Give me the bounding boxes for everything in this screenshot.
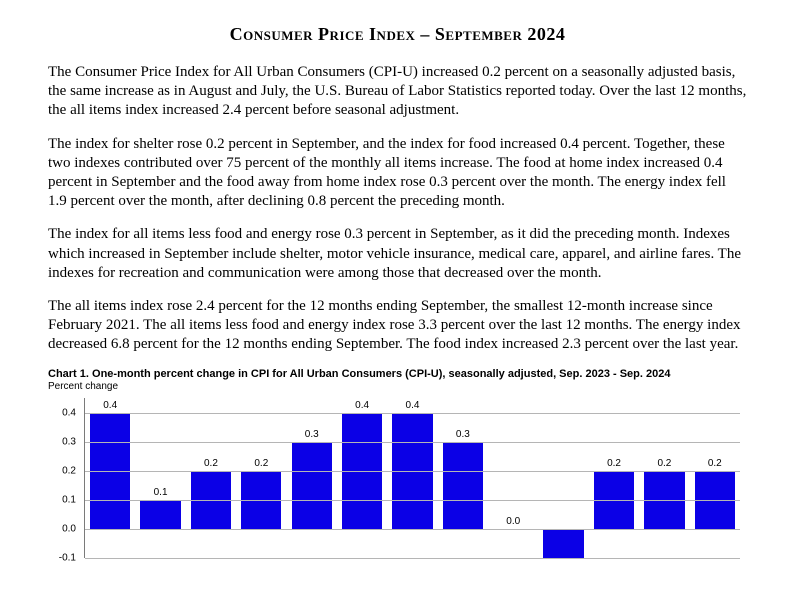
- chart-title: Chart 1. One-month percent change in CPI…: [48, 368, 747, 380]
- chart-gridline: [85, 529, 740, 530]
- chart-y-tick-label: 0.1: [62, 495, 76, 506]
- chart-bar-value-label: 0.0: [488, 516, 538, 527]
- chart-y-tick-label: 0.4: [62, 407, 76, 418]
- chart-gridline: [85, 558, 740, 559]
- chart-bar-slot: 0.2: [186, 398, 236, 558]
- chart-bar-value-label: 0.2: [236, 458, 286, 469]
- chart-y-tick-label: 0.2: [62, 466, 76, 477]
- chart-bar-value-label: 0.3: [438, 429, 488, 440]
- chart-bar-value-label: 0.4: [337, 400, 387, 411]
- chart-bar-value-label: 0.2: [639, 458, 689, 469]
- chart-bar-value-label: 0.4: [387, 400, 437, 411]
- chart-bar-slot: 0.1: [135, 398, 185, 558]
- chart-y-tick-label: 0.0: [62, 524, 76, 535]
- chart-gridline: [85, 471, 740, 472]
- body-paragraph: The all items index rose 2.4 percent for…: [48, 297, 747, 355]
- chart-plot-area: 0.40.30.20.10.0-0.1 0.40.10.20.20.30.40.…: [48, 398, 740, 558]
- document-page: Consumer Price Index – September 2024 Th…: [0, 0, 795, 558]
- chart-bar-slot: 0.4: [337, 398, 387, 558]
- chart-bar-slot: 0.3: [438, 398, 488, 558]
- chart-bar-slot: 0.0: [488, 398, 538, 558]
- chart-bar-value-label: 0.3: [287, 429, 337, 440]
- chart-bar-slot: [538, 398, 588, 558]
- chart-bar-slot: 0.2: [639, 398, 689, 558]
- chart-y-tick-label: 0.3: [62, 437, 76, 448]
- chart-plot: 0.40.10.20.20.30.40.40.30.00.20.20.2: [84, 398, 740, 558]
- chart-bar-value-label: 0.2: [186, 458, 236, 469]
- chart-bar-value-label: 0.1: [135, 487, 185, 498]
- chart-y-axis: 0.40.30.20.10.0-0.1: [48, 398, 80, 558]
- chart-bar: [292, 442, 332, 529]
- chart-bar-slot: 0.2: [589, 398, 639, 558]
- chart-bar-slot: 0.4: [387, 398, 437, 558]
- chart-1: Chart 1. One-month percent change in CPI…: [48, 368, 747, 558]
- chart-gridline: [85, 500, 740, 501]
- chart-gridline: [85, 413, 740, 414]
- chart-bar-slot: 0.2: [690, 398, 740, 558]
- chart-bar: [443, 442, 483, 529]
- chart-bar-slot: 0.3: [287, 398, 337, 558]
- chart-y-tick-label: -0.1: [59, 553, 76, 564]
- chart-bar-slot: 0.4: [85, 398, 135, 558]
- chart-bars-container: 0.40.10.20.20.30.40.40.30.00.20.20.2: [85, 398, 740, 558]
- chart-gridline: [85, 442, 740, 443]
- body-paragraph: The index for shelter rose 0.2 percent i…: [48, 135, 747, 212]
- document-title: Consumer Price Index – September 2024: [48, 24, 747, 45]
- chart-bar-value-label: 0.2: [690, 458, 740, 469]
- chart-bar: [140, 500, 180, 529]
- body-paragraph: The Consumer Price Index for All Urban C…: [48, 63, 747, 121]
- chart-bar-value-label: 0.2: [589, 458, 639, 469]
- body-paragraph: The index for all items less food and en…: [48, 225, 747, 283]
- chart-subtitle: Percent change: [48, 381, 747, 392]
- chart-bar-slot: 0.2: [236, 398, 286, 558]
- chart-bar-value-label: 0.4: [85, 400, 135, 411]
- chart-bar: [543, 529, 583, 558]
